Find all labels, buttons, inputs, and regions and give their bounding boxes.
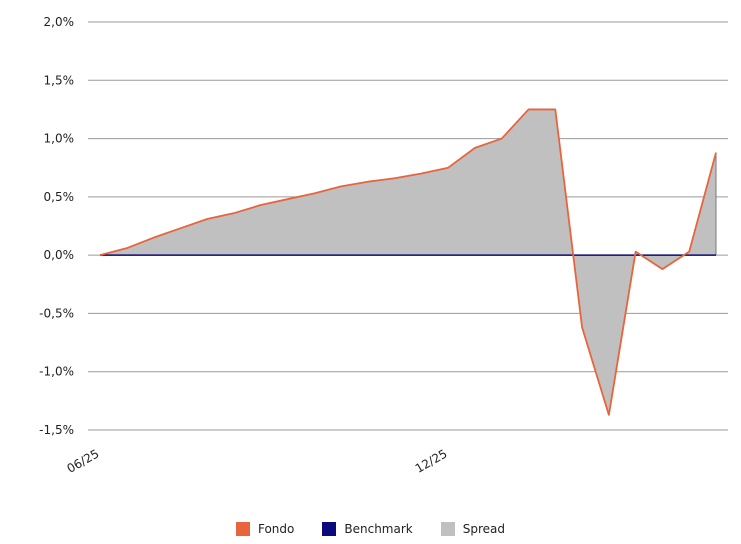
y-tick-label-4: 0,0% xyxy=(44,248,75,262)
y-tick-label-2: 1,0% xyxy=(44,132,75,146)
y-tick-label-7: -1,5% xyxy=(39,423,74,437)
x-tick-label-1: 12/25 xyxy=(413,446,450,475)
legend-label-spread: Spread xyxy=(462,522,505,536)
legend-label-fondo: Fondo xyxy=(257,522,295,536)
x-tick-label-0: 06/25 xyxy=(65,446,102,475)
legend-item-spread: Spread xyxy=(440,522,505,536)
series-fondo-line xyxy=(99,108,717,416)
legend-swatch-benchmark xyxy=(322,522,337,536)
legend-swatch-spread xyxy=(440,522,455,536)
y-tick-label-6: -1,0% xyxy=(39,365,74,379)
legend-label-benchmark: Benchmark xyxy=(344,522,413,536)
legend: Fondo Benchmark Spread xyxy=(0,522,741,536)
y-tick-label-0: 2,0% xyxy=(44,15,75,29)
series-spread-area xyxy=(100,109,716,415)
y-tick-label-3: 0,5% xyxy=(44,190,75,204)
y-tick-label-1: 1,5% xyxy=(44,73,75,87)
legend-swatch-fondo xyxy=(235,522,250,536)
y-tick-label-5: -0,5% xyxy=(39,306,74,320)
legend-item-fondo: Fondo xyxy=(235,522,295,536)
chart-svg: 2,0% 1,5% 1,0% 0,5% 0,0% -0,5% -1,0% -1,5% 06/25… xyxy=(39,15,728,476)
legend-item-benchmark: Benchmark xyxy=(322,522,413,536)
